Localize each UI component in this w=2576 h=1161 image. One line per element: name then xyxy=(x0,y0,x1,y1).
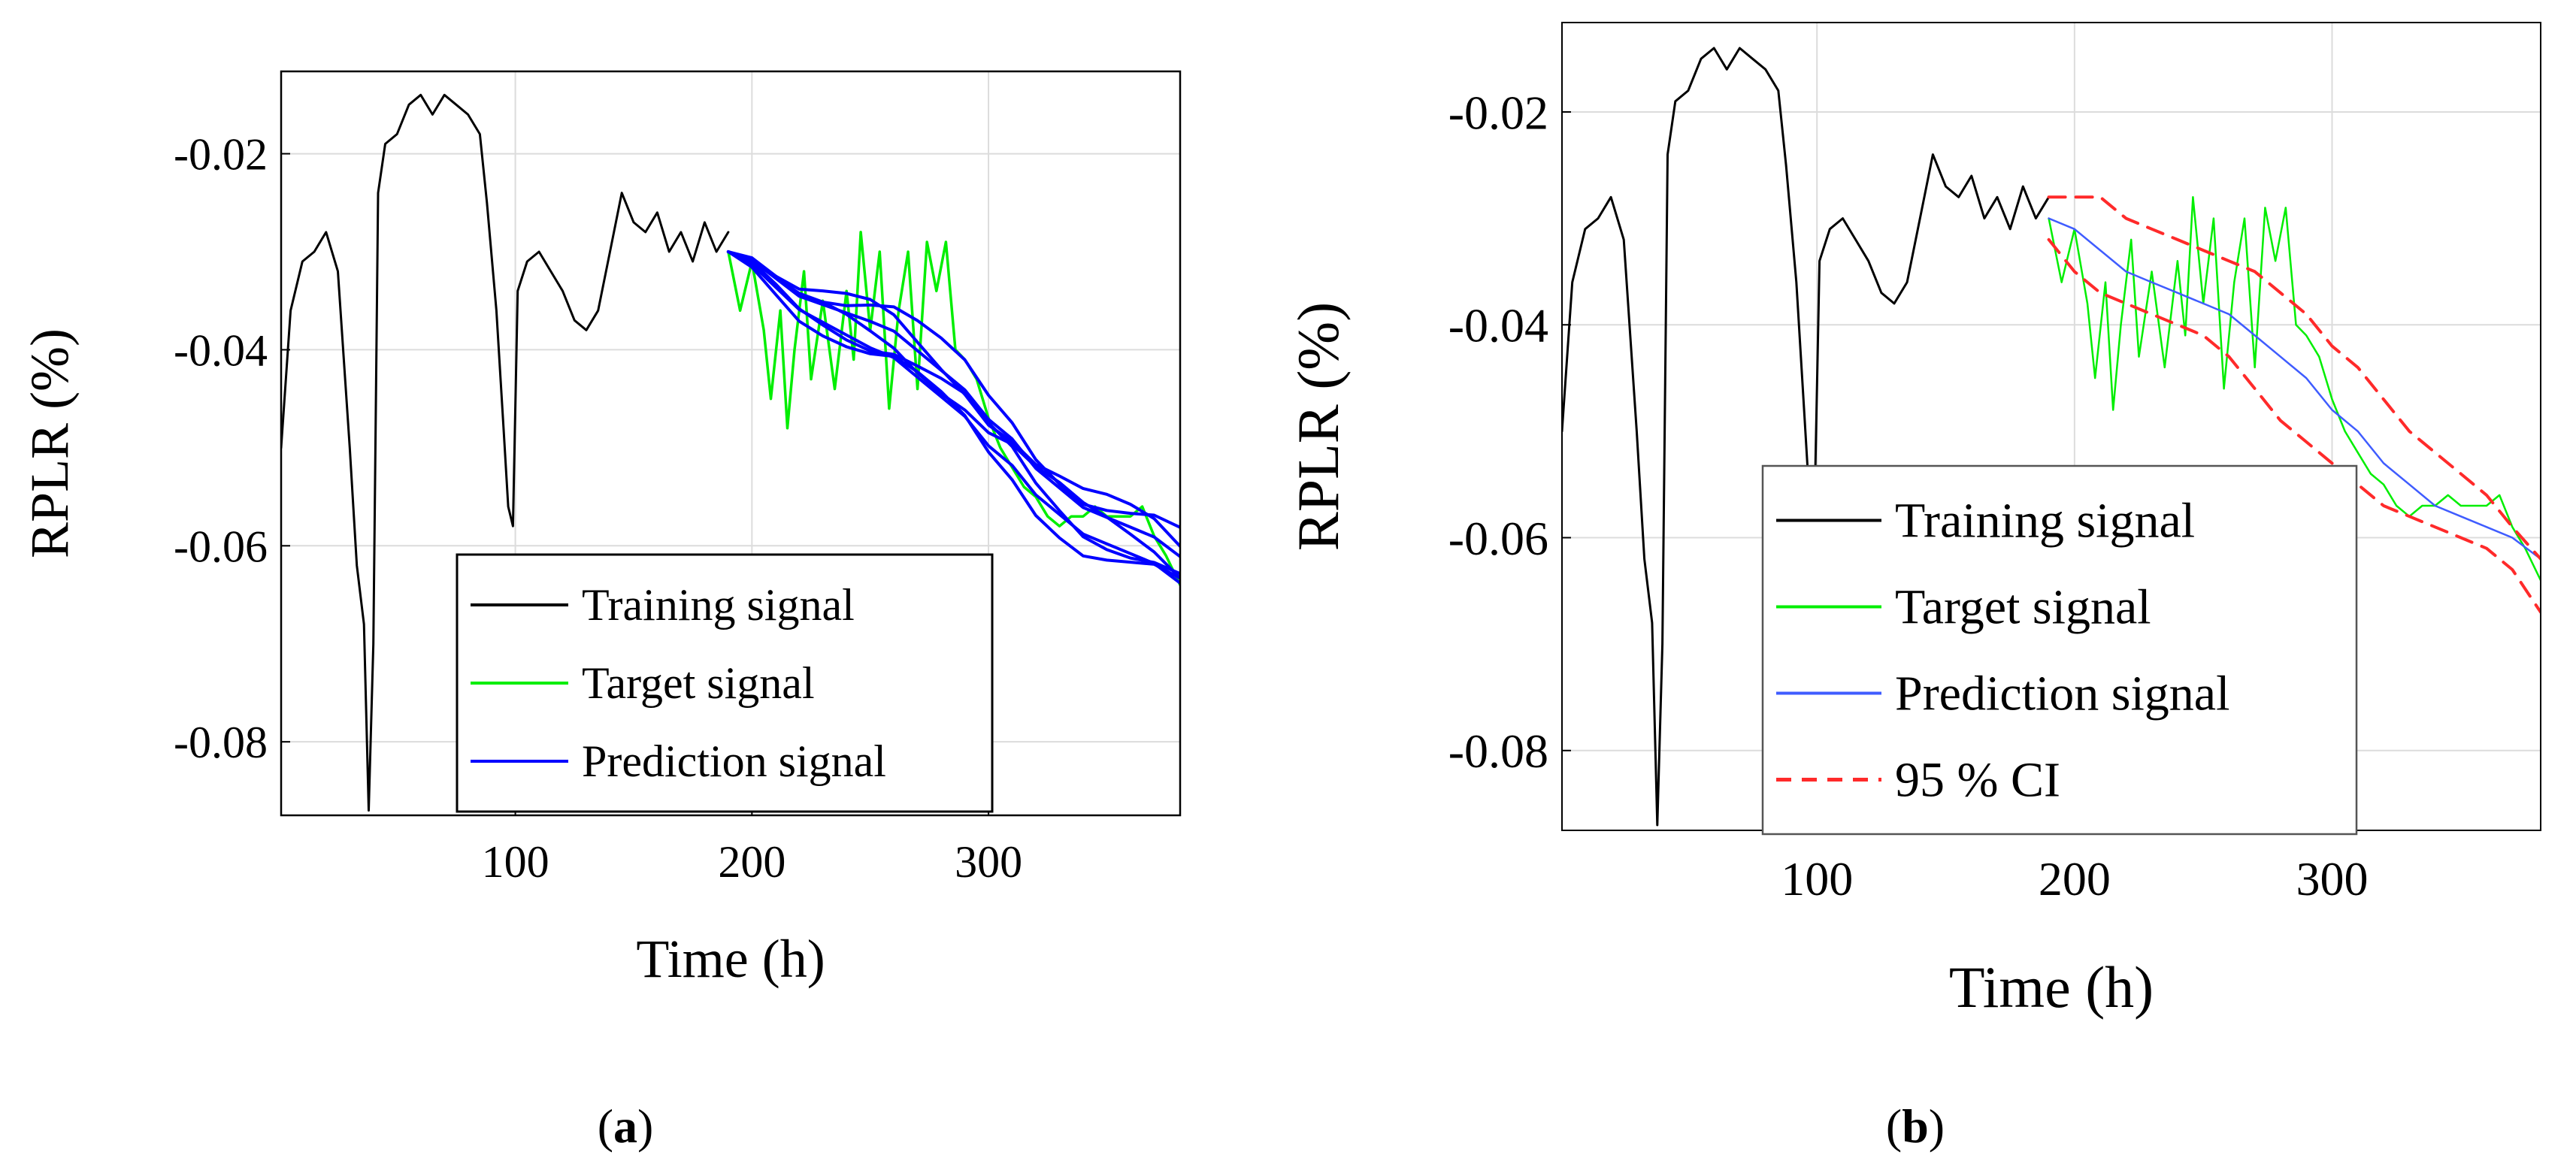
series-95-ci-lower--line xyxy=(2047,237,2541,614)
chart-panel-a: 100 200 300 -0.02 -0.04 -0.06 -0.08 Time (h) RPL… xyxy=(20,70,1182,1153)
series-training-signal-line xyxy=(281,93,730,812)
legend-label: Prediction signal xyxy=(1895,666,2229,721)
x-tick-label: 200 xyxy=(718,837,786,887)
plot-frame xyxy=(280,70,1182,817)
series-prediction-line-6 xyxy=(726,250,1180,548)
x-tick-label: 200 xyxy=(2039,852,2111,906)
series-target-signal-line xyxy=(2048,196,2541,582)
plot-series-group xyxy=(1562,47,2541,827)
legend-label: Training signal xyxy=(1895,493,2195,548)
legend-label: Prediction signal xyxy=(582,736,886,786)
y-tick-label: -0.02 xyxy=(1448,86,1548,139)
series-95-ci-line xyxy=(2047,195,2541,561)
plot-series-group xyxy=(281,93,1180,812)
y-tick-label: -0.08 xyxy=(174,718,268,767)
legend-label: Target signal xyxy=(1895,579,2151,634)
y-tick-label: -0.06 xyxy=(174,522,268,571)
x-axis-label: Time (h) xyxy=(636,929,825,989)
chart-panel-b: 100 200 300 -0.02 -0.04 -0.06 -0.08 Time (h) RPL… xyxy=(1285,22,2541,1153)
y-tick-label: -0.02 xyxy=(174,130,268,180)
legend-label: Target signal xyxy=(582,658,815,708)
legend-label: 95 % CI xyxy=(1895,752,2060,807)
y-axis-label: RPLR (%) xyxy=(20,328,80,558)
panel-label: (b) xyxy=(1886,1099,1945,1153)
y-tick-label: -0.04 xyxy=(174,325,268,375)
x-tick-label: 300 xyxy=(955,837,1022,887)
series-prediction-line-3 xyxy=(726,250,1180,576)
y-axis-label: RPLR (%) xyxy=(1285,302,1351,552)
legend-box xyxy=(456,553,994,813)
x-tick-label: 100 xyxy=(482,837,549,887)
y-tick-label: -0.04 xyxy=(1448,299,1548,352)
legend-box xyxy=(1761,464,2358,836)
x-tick-label: 300 xyxy=(2296,852,2368,906)
x-tick-label: 100 xyxy=(1781,852,1853,906)
y-tick-label: -0.08 xyxy=(1448,724,1548,778)
legend-label: Training signal xyxy=(582,580,855,630)
x-axis-label: Time (h) xyxy=(1949,954,2154,1020)
series-training-signal-line xyxy=(1562,47,2051,827)
series-prediction-line-7 xyxy=(726,250,1180,529)
y-tick-label: -0.06 xyxy=(1448,512,1548,565)
series-prediction-signal-line xyxy=(2048,217,2541,561)
panel-label: (a) xyxy=(598,1099,654,1153)
